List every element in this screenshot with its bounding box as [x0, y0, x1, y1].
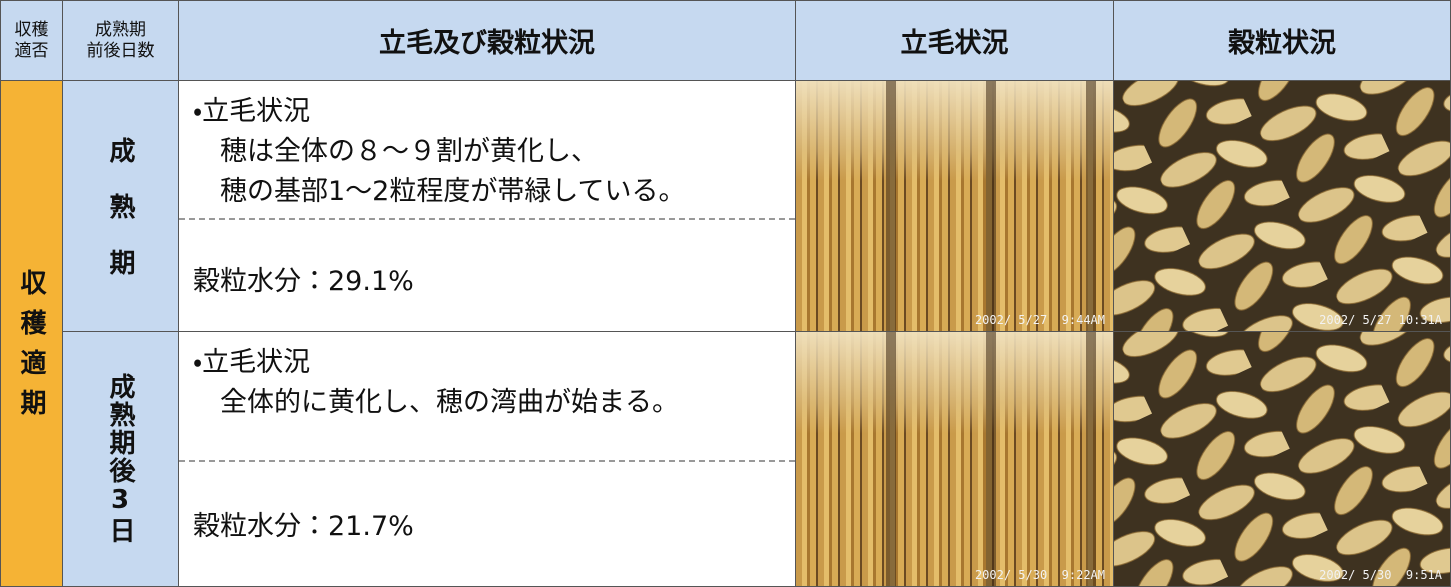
photo-timestamp: 2002/ 5/27 10:31A	[1319, 313, 1442, 327]
status-cell: ・立毛状況 穂は全体の８～９割が黄化し、 穂の基部1～2粒程度が帯緑している。穀…	[178, 80, 796, 332]
photo-timestamp: 2002/ 5/27 9:44AM	[975, 313, 1105, 327]
side-label: 収穫適期	[13, 269, 50, 429]
header-standing: 立毛状況	[795, 0, 1114, 81]
grain-texture	[1114, 81, 1451, 332]
stage-label: 成熟期後3日	[102, 373, 139, 545]
stage-cell: 成熟期後3日	[62, 331, 179, 587]
grain-image	[1114, 81, 1451, 332]
header-text: 成熟期	[95, 20, 146, 41]
header-text: 穀粒状況	[1228, 21, 1336, 60]
status-line: ・立毛状況	[193, 340, 310, 379]
field-photo: 2002/ 5/27 9:44AM	[795, 80, 1114, 332]
photo-timestamp: 2002/ 5/30 9:22AM	[975, 568, 1105, 582]
moisture: 穀粒水分：29.1%	[193, 259, 414, 298]
header-text: 前後日数	[87, 41, 155, 62]
header-text: 立毛及び穀粒状況	[379, 21, 595, 60]
header-text: 適否	[15, 41, 49, 62]
status-cell: ・立毛状況 全体的に黄化し、穂の湾曲が始まる。穀粒水分：21.7%	[178, 331, 796, 587]
status-line: 穂は全体の８～９割が黄化し、	[193, 129, 598, 168]
stage-cell: 成熟期	[62, 80, 179, 332]
divider	[179, 218, 795, 220]
page: {"header": {"suitability": ["収穫", "適否"],…	[0, 0, 1451, 587]
stage-label: 成熟期	[102, 137, 139, 305]
header-text: 収穫	[15, 20, 49, 41]
grain-photo: 2002/ 5/27 10:31A	[1113, 80, 1451, 332]
header-grain: 穀粒状況	[1113, 0, 1451, 81]
header-status: 立毛及び穀粒状況	[178, 0, 796, 81]
side-cell: 収穫適期	[0, 80, 63, 587]
grain-texture	[1114, 332, 1451, 587]
header-suitability: 収穫 適否	[0, 0, 63, 81]
status-line: 穂の基部1～2粒程度が帯緑している。	[193, 169, 686, 208]
photo-timestamp: 2002/ 5/30 9:51A	[1319, 568, 1442, 582]
grain-image	[1114, 332, 1451, 587]
field-photo: 2002/ 5/30 9:22AM	[795, 331, 1114, 587]
status-line: 全体的に黄化し、穂の湾曲が始まる。	[193, 380, 679, 419]
header-text: 立毛状況	[901, 21, 1009, 60]
moisture: 穀粒水分：21.7%	[193, 504, 414, 543]
divider	[179, 460, 795, 462]
status-line: ・立毛状況	[193, 89, 310, 128]
grain-photo: 2002/ 5/30 9:51A	[1113, 331, 1451, 587]
header-days: 成熟期 前後日数	[62, 0, 179, 81]
